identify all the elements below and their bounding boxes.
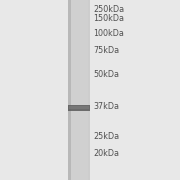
- Bar: [88, 0, 90, 180]
- Text: 100kDa: 100kDa: [94, 29, 125, 38]
- Text: 20kDa: 20kDa: [94, 149, 120, 158]
- Bar: [68, 105, 90, 111]
- Text: 150kDa: 150kDa: [94, 14, 125, 23]
- Text: 250kDa: 250kDa: [94, 4, 125, 14]
- Text: 37kDa: 37kDa: [94, 102, 120, 111]
- Text: 25kDa: 25kDa: [94, 132, 120, 141]
- Bar: [69, 106, 89, 109]
- Text: 50kDa: 50kDa: [94, 70, 120, 79]
- Text: 75kDa: 75kDa: [94, 46, 120, 55]
- Bar: [68, 0, 71, 180]
- Bar: [68, 0, 90, 180]
